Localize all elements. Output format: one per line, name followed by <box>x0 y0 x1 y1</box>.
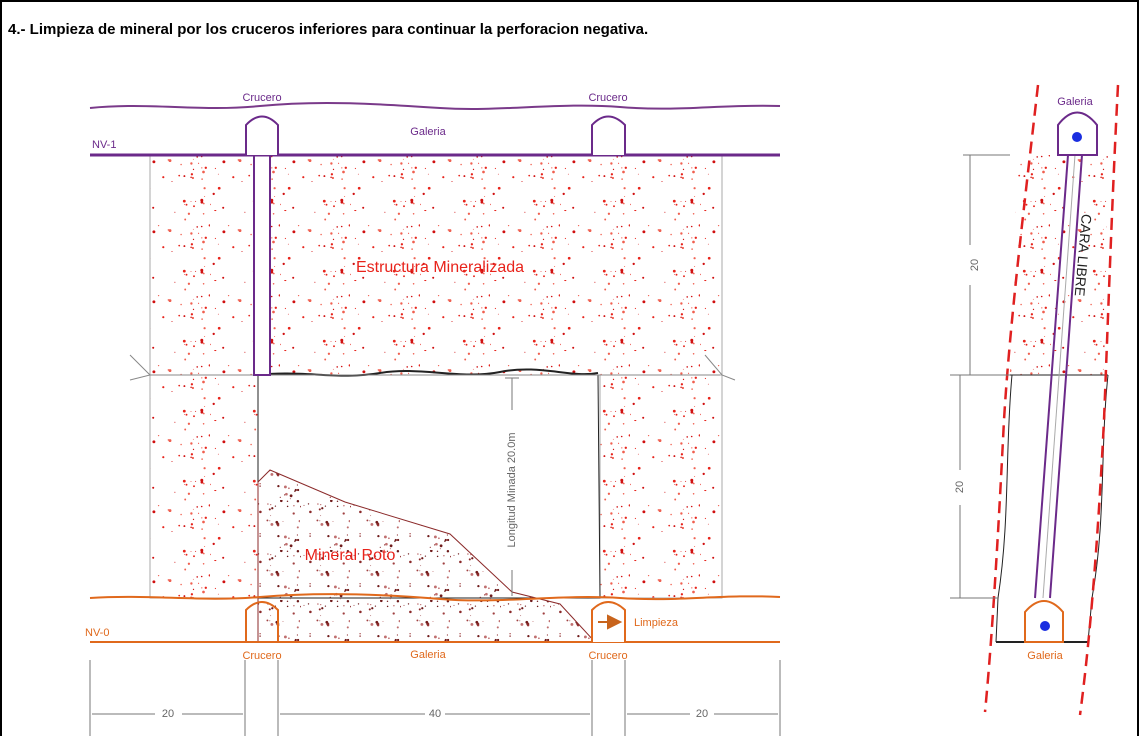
drill-hole <box>1072 132 1082 142</box>
drill-hole <box>1040 621 1050 631</box>
broken-ore-label: Mineral Roto <box>305 547 396 564</box>
vein-contact <box>1078 84 1120 716</box>
extension-lines <box>89 660 781 736</box>
free-face-label: CARA LIBRE <box>1072 213 1095 297</box>
crosscut <box>591 115 626 155</box>
gallery-label: Galeria <box>410 649 446 661</box>
crosscut-label: Crucero <box>242 92 281 104</box>
side-raise-axis <box>1042 154 1076 599</box>
crosscut <box>245 601 279 642</box>
dimension-label: 20 <box>954 481 966 493</box>
ore-body-upper <box>149 154 723 376</box>
crosscut-label: Crucero <box>588 92 627 104</box>
gallery-roof <box>89 101 781 110</box>
side-dimensions <box>950 154 1010 599</box>
ore-body-label: Estructura Mineralizada <box>356 259 524 276</box>
mined-length-label: Longitud Minada 20.0m <box>506 433 518 548</box>
label-bg <box>504 410 520 570</box>
mucking-label: Limpieza <box>634 617 679 629</box>
gallery-roof <box>89 593 781 602</box>
gallery-label: Galeria <box>1057 96 1093 108</box>
level-label: NV-0 <box>85 627 109 639</box>
level-label: NV-1 <box>92 139 116 151</box>
title: 4.- Limpieza de mineral por los cruceros… <box>8 21 648 38</box>
crosscut-label: Crucero <box>242 650 281 662</box>
mucking-arrow <box>598 614 623 630</box>
side-raise <box>1034 154 1083 599</box>
gallery-label: Galeria <box>1027 650 1063 662</box>
dimension-label: 40 <box>429 708 441 720</box>
raise <box>253 154 271 376</box>
dimensions <box>89 660 781 736</box>
extension-lines <box>950 154 1010 599</box>
crosscut <box>245 115 279 155</box>
dimension-label: 20 <box>969 259 981 271</box>
dimension-label: 20 <box>696 708 708 720</box>
ore-body-right <box>599 374 723 599</box>
gallery-label: Galeria <box>410 126 446 138</box>
crosscut-label: Crucero <box>588 650 627 662</box>
dimension-line <box>959 155 971 598</box>
break-line <box>129 354 736 381</box>
dimension-label: 20 <box>162 708 174 720</box>
ore-body-left <box>149 374 259 599</box>
